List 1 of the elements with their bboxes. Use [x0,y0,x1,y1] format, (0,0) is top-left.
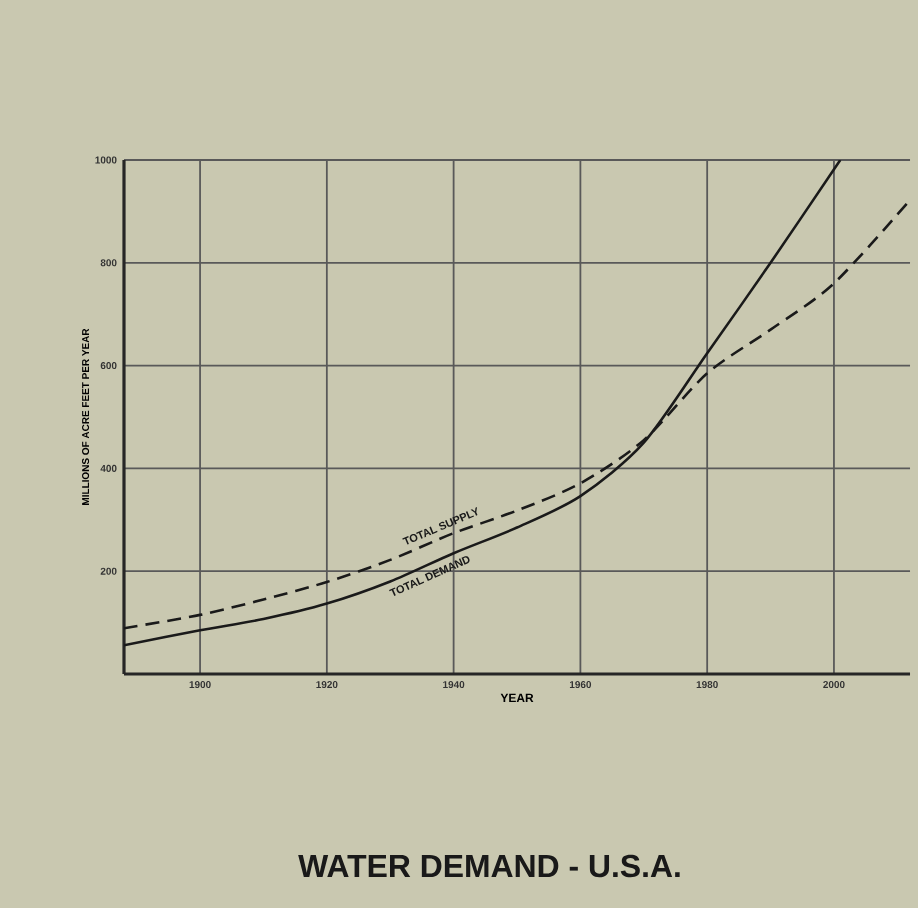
text: WATER DEMAND - U.S.A. [298,854,680,878]
